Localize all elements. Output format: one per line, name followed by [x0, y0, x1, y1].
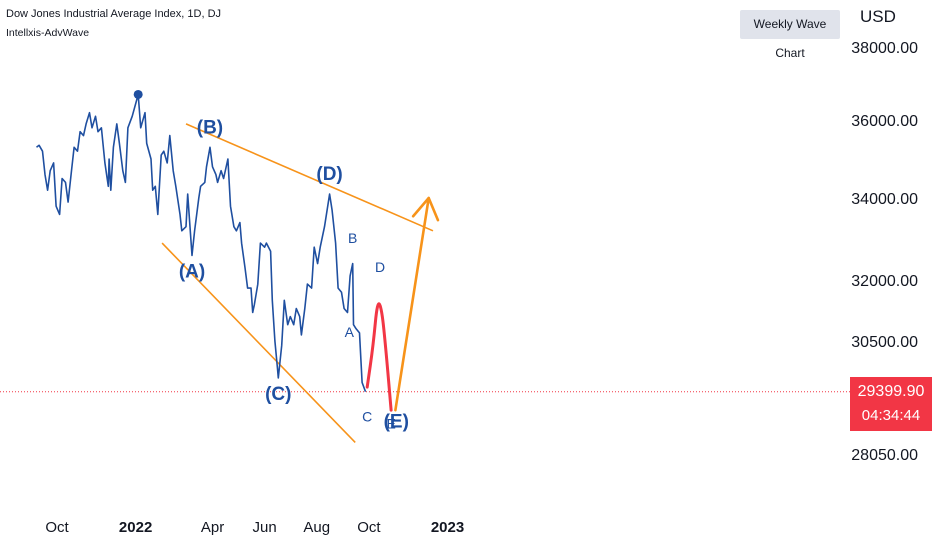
red-projection-path	[365, 302, 393, 412]
lower-trend-line	[161, 242, 356, 444]
price-series-line	[36, 93, 367, 392]
current-price-tag: 29399.90 04:34:44	[850, 377, 932, 431]
x-axis-tick-label: Oct	[45, 519, 69, 536]
wave-label: (D)	[316, 164, 342, 185]
x-axis-tick-label: 2022	[119, 519, 152, 536]
symbol-title[interactable]: Dow Jones Industrial Average Index, 1D, …	[6, 8, 222, 20]
wave-label: (B)	[197, 117, 223, 138]
wave-label: B	[348, 230, 357, 246]
wave-label: (A)	[179, 261, 205, 282]
x-axis-tick-label: Aug	[303, 519, 330, 536]
indicator-name[interactable]: Intellxis-AdvWave	[6, 27, 90, 39]
y-axis-tick-label: 32000.00	[851, 273, 918, 290]
wave-label: (E)	[384, 412, 409, 433]
wave-label: E	[386, 416, 395, 432]
currency-label: USD	[860, 7, 896, 26]
orange-projection-arrow	[394, 196, 431, 412]
y-axis-tick-label: 38000.00	[851, 40, 918, 57]
wave-label: (C)	[265, 384, 291, 405]
weekly-wave-chart-button[interactable]: Weekly Wave Chart	[740, 10, 840, 60]
wave-label: C	[362, 409, 372, 425]
current-price-value: 29399.90	[857, 383, 925, 400]
y-axis-tick-label: 30500.00	[851, 334, 918, 351]
y-axis-tick-label: 36000.00	[851, 113, 918, 130]
upper-trend-line	[185, 123, 434, 232]
wave-label: D	[375, 259, 385, 275]
peak-marker-dot	[133, 89, 143, 99]
x-axis-tick-label: 2023	[431, 519, 464, 536]
arrow-head-icon	[411, 196, 440, 222]
x-axis-tick-label: Oct	[357, 519, 381, 536]
wave-label: A	[345, 324, 355, 340]
bar-countdown: 04:34:44	[861, 407, 921, 424]
x-axis-tick-label: Jun	[253, 519, 277, 536]
y-axis-tick-label: 28050.00	[851, 447, 918, 464]
x-axis-tick-label: Apr	[201, 519, 224, 536]
y-axis-tick-label: 34000.00	[851, 191, 918, 208]
